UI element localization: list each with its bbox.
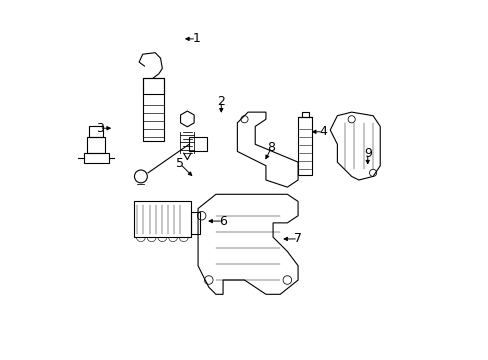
Text: 7: 7 xyxy=(293,233,302,246)
Bar xyxy=(134,202,190,237)
Text: 6: 6 xyxy=(219,215,226,228)
Text: 9: 9 xyxy=(363,147,371,160)
Text: 4: 4 xyxy=(319,125,326,138)
Bar xyxy=(89,126,103,137)
Text: 3: 3 xyxy=(96,122,103,135)
Bar xyxy=(190,212,200,234)
Text: 2: 2 xyxy=(217,95,225,108)
Text: 1: 1 xyxy=(192,32,200,45)
Bar xyxy=(298,117,312,175)
Text: 8: 8 xyxy=(267,141,275,154)
Bar xyxy=(189,137,206,152)
Bar xyxy=(142,78,164,94)
Bar xyxy=(87,137,105,153)
Text: 5: 5 xyxy=(176,157,184,170)
